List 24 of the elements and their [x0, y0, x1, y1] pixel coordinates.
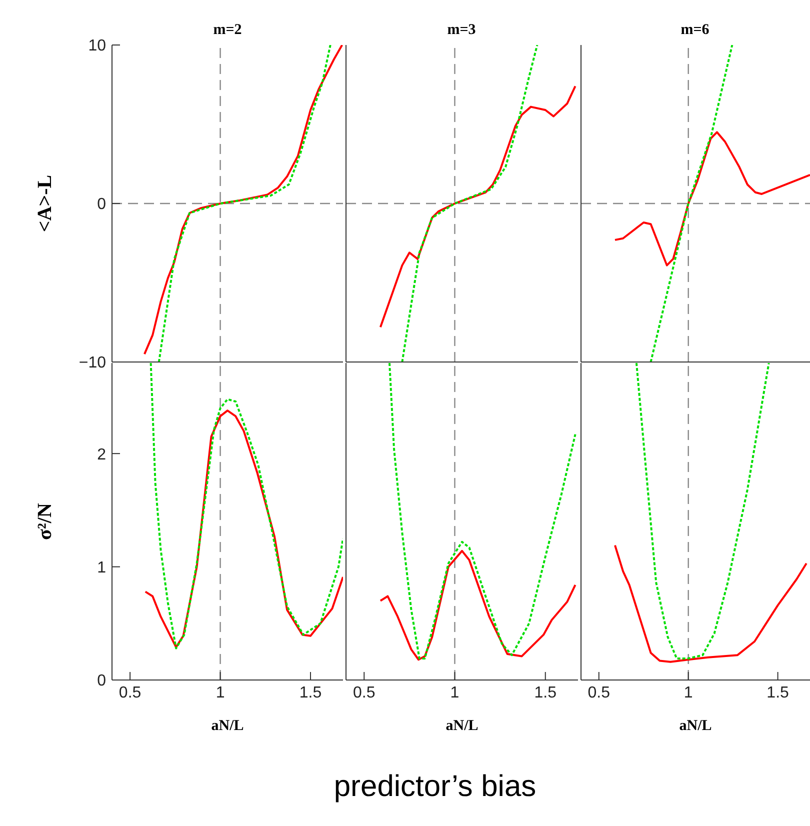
y-tick-label: 2	[97, 446, 106, 464]
x-tick-label: 0.5	[353, 684, 376, 702]
chart-title: m=6	[680, 21, 710, 40]
x-tick-label: 1.5	[299, 684, 322, 702]
x-tick-label: 1.5	[766, 684, 790, 702]
x-tick-label: 0.5	[118, 684, 142, 702]
text: predictor’s bias	[332, 770, 538, 804]
y-tick-label: −10	[78, 354, 106, 372]
y-tick-label: 10	[88, 38, 106, 55]
x-tick-label: 1	[450, 684, 460, 702]
y-axis-title: σ²/N	[34, 502, 56, 540]
x-tick-label: 0.5	[588, 684, 610, 702]
x-tick-label: 1	[216, 684, 225, 702]
y-tick-label: 1	[97, 559, 106, 576]
y-tick-label: 0	[97, 196, 106, 214]
x-tick-label: 1.5	[534, 684, 557, 702]
x-tick-label: 1	[684, 684, 693, 702]
y-axis-title: <A>-L	[34, 174, 56, 232]
x-axis-title: aN/L	[211, 718, 244, 734]
chart-title: m=3	[446, 21, 477, 40]
x-axis-title: aN/L	[679, 718, 712, 734]
x-axis-title: aN/L	[446, 718, 478, 734]
chart-title: m=2	[212, 21, 243, 40]
y-tick-label: 0	[97, 672, 106, 690]
